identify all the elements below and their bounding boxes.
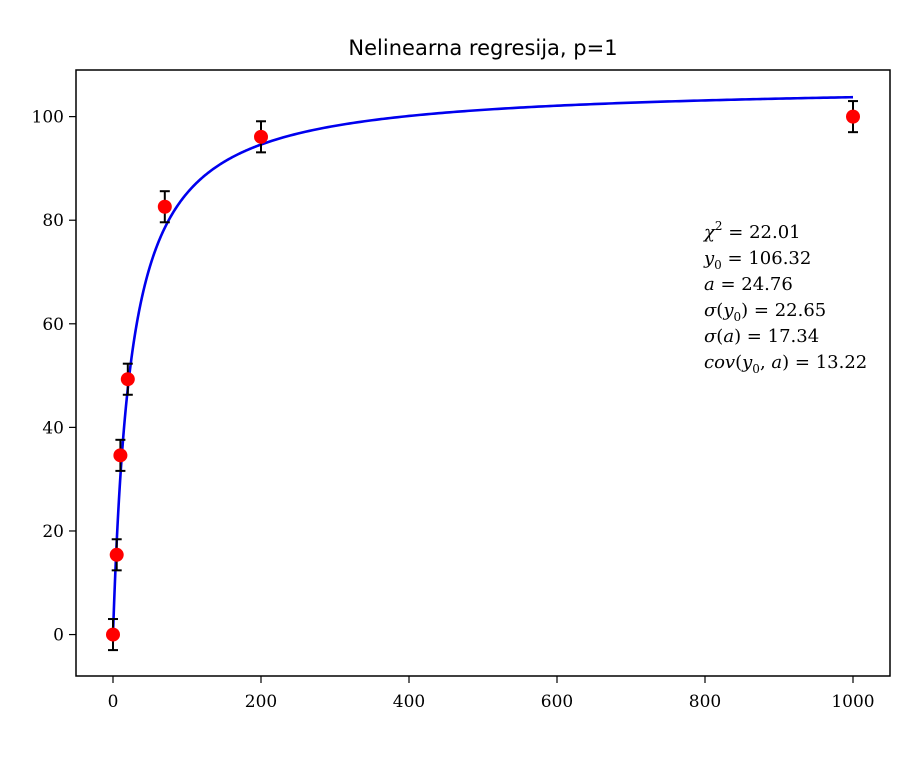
x-tick-label: 800 (689, 692, 721, 712)
y-tick-label: 60 (42, 315, 64, 335)
chart-title: Nelinearna regresija, p=1 (348, 36, 617, 60)
y-tick-label: 100 (32, 108, 64, 128)
y-tick-label: 0 (53, 626, 64, 646)
annotation-sigma-y0: σ(y0) = 22.65 (704, 300, 826, 324)
data-point (106, 627, 120, 642)
data-point (120, 372, 135, 387)
fit-curve (111, 95, 854, 635)
y-tick-label: 40 (42, 418, 64, 438)
x-tick-label: 200 (245, 692, 277, 712)
x-tick-label: 400 (393, 692, 425, 712)
data-point (109, 547, 124, 562)
annotation-sigma-a: σ(a) = 17.34 (704, 326, 819, 347)
y-tick-label: 20 (42, 522, 64, 542)
x-tick-label: 1000 (831, 692, 874, 712)
fit-annotations: χ2 = 22.01 y0 = 106.32a = 24.76 σ(y0) = 22… (702, 219, 867, 376)
data-point (846, 109, 860, 124)
plot-frame (75, 69, 891, 677)
x-tick-label: 600 (541, 692, 573, 712)
data-point (113, 448, 128, 463)
data-point (254, 129, 268, 144)
annotation-cov: cov(y0, a) = 13.22 (704, 352, 867, 376)
x-tick-label: 0 (108, 692, 119, 712)
data-point (157, 199, 172, 214)
annotation-a: a = 24.76 (704, 274, 793, 295)
annotation-chi2: χ2 = 22.01 (702, 219, 801, 243)
y-tick-label: 80 (42, 211, 64, 231)
annotation-y0: y0 = 106.32 (703, 248, 811, 272)
